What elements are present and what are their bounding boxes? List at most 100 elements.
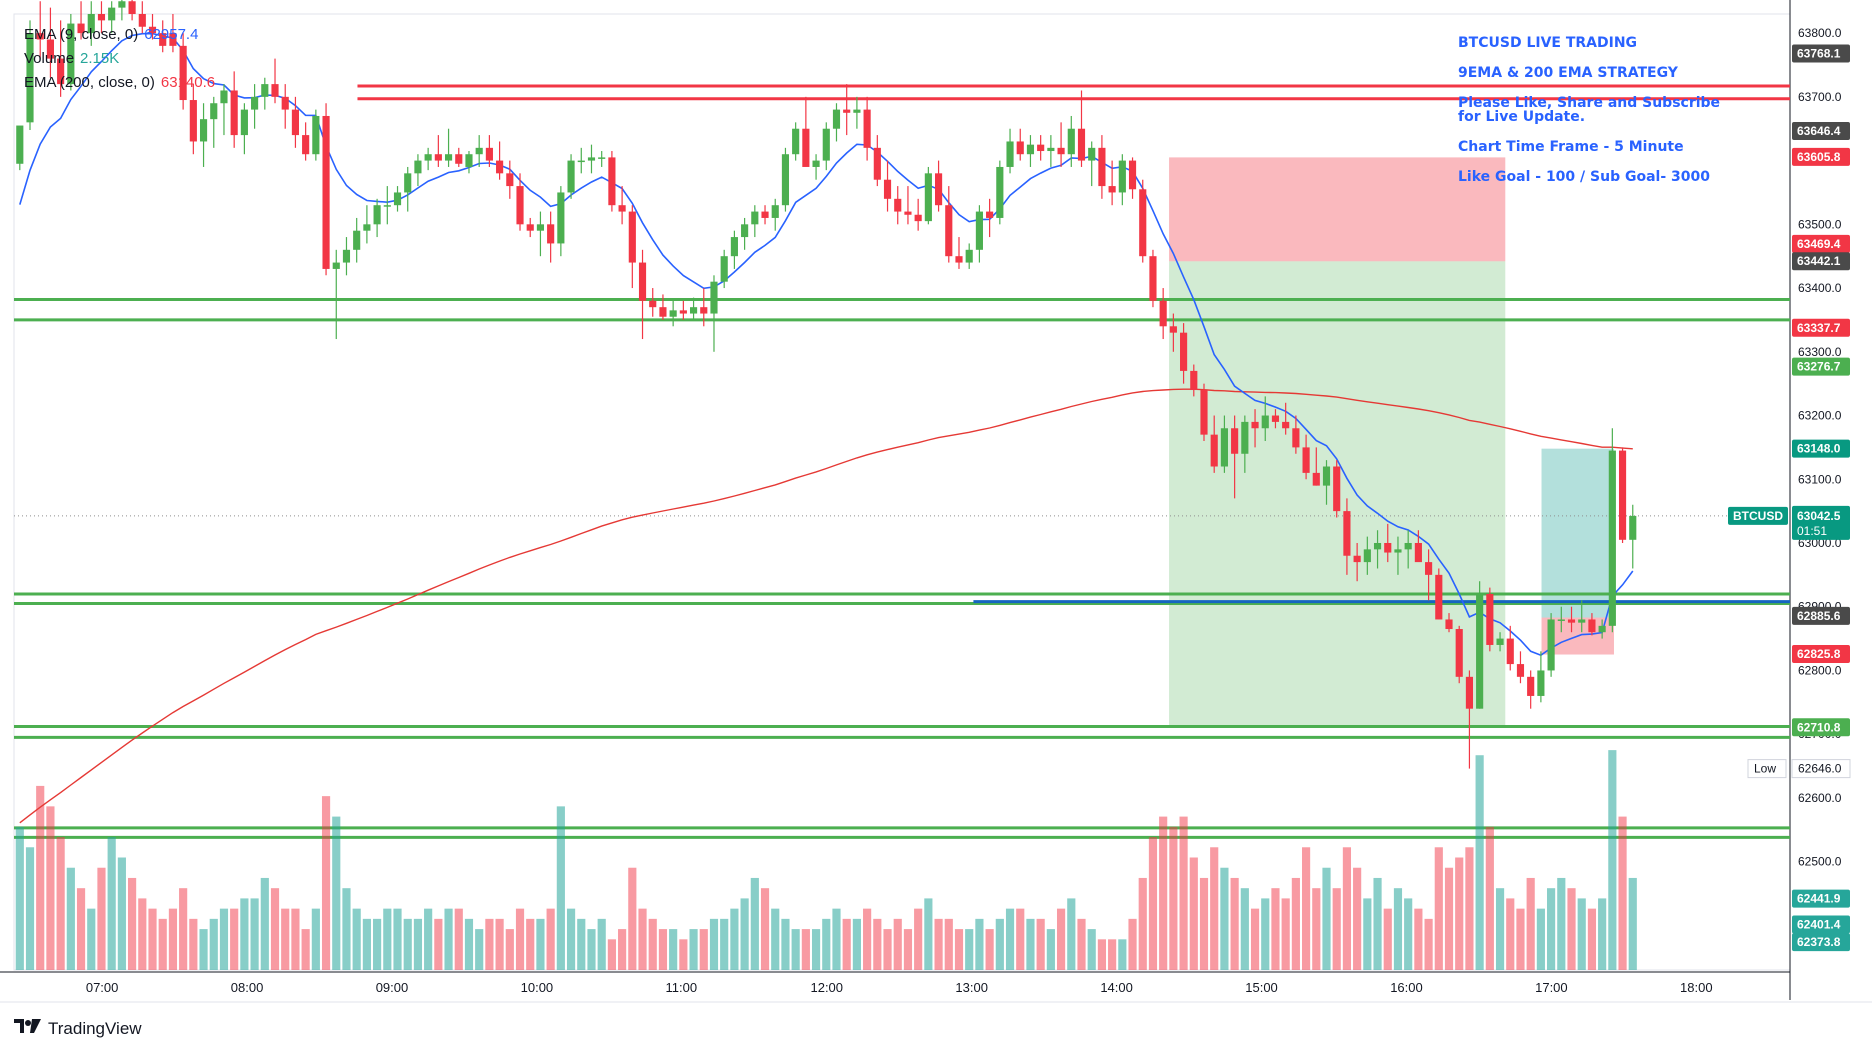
volume-bar [1383, 908, 1392, 970]
candle-body [1057, 147, 1065, 155]
candle-body [271, 84, 279, 97]
candle-body [1547, 619, 1555, 671]
candle-body [251, 96, 259, 110]
candle-body [1445, 619, 1453, 630]
ema200-legend[interactable]: EMA (200, close, 0) 63140.6 [24, 74, 215, 91]
volume-bar [903, 929, 913, 970]
volume-bar [1240, 888, 1249, 970]
volume-bar [342, 888, 351, 970]
volume-bar [1465, 847, 1474, 970]
price-tick-label: 63500.0 [1798, 217, 1842, 231]
volume-bar [1250, 908, 1260, 970]
brand-name: TradingView [48, 1018, 142, 1038]
price-axis-badge [1792, 147, 1850, 166]
candle-body [46, 39, 54, 59]
volume-bar [1087, 929, 1096, 970]
notes-cta-line2: for Live Update. [1458, 109, 1586, 125]
volume-bar [1189, 857, 1198, 970]
volume-bar [924, 898, 933, 970]
candle-body [302, 135, 310, 155]
volume-bar [1169, 826, 1178, 970]
ema200-legend-label: EMA (200, close, 0) [24, 74, 155, 91]
candle-body [914, 214, 922, 222]
volume-bar [1067, 898, 1076, 970]
volume-bar [1455, 857, 1464, 970]
candle-body [547, 224, 555, 244]
volume-bar [46, 806, 55, 970]
volume-bar [444, 908, 453, 970]
ema9-legend-value: 62957.4 [144, 26, 199, 43]
candle-body [1527, 676, 1535, 696]
candle-body [1598, 625, 1606, 633]
ema9-legend[interactable]: EMA (9, close, 0) 62957.4 [24, 26, 198, 43]
current-price-badge [1792, 505, 1850, 540]
volume-bar [1056, 908, 1066, 970]
volume-bar [944, 918, 953, 970]
candle-body [1578, 619, 1586, 623]
time-tick-label: 14:00 [1100, 980, 1133, 995]
volume-bar [230, 908, 239, 970]
candle-body [353, 230, 361, 250]
candle-body [700, 307, 708, 314]
time-tick-label: 16:00 [1390, 980, 1423, 995]
volume-bar [1016, 908, 1025, 970]
volume-bar [1046, 929, 1055, 970]
position-stop-zone [1169, 157, 1506, 262]
candle-body [628, 211, 636, 263]
volume-bar [373, 918, 382, 970]
volume-bar [362, 918, 371, 970]
volume-bar [730, 908, 739, 970]
volume-bar [260, 877, 269, 970]
volume-bar [1179, 816, 1188, 970]
volume-bar [771, 908, 780, 970]
candle-body [792, 128, 800, 155]
price-axis-badge-label: 62885.6 [1797, 609, 1841, 623]
tradingview-logo-icon [14, 1018, 42, 1039]
volume-bar [1281, 898, 1290, 970]
volume-bar [76, 888, 86, 970]
volume-bar [822, 918, 831, 970]
volume-bar [454, 908, 463, 970]
candle-body [1363, 549, 1371, 563]
candle-body [832, 109, 841, 129]
volume-bar [1128, 918, 1137, 970]
candle-body [986, 211, 994, 218]
volume-bar [1414, 908, 1423, 970]
candle-body [128, 1, 136, 15]
candle-body [812, 160, 820, 167]
candle-body [1047, 147, 1055, 152]
candle-body [434, 154, 442, 161]
volume-bar [1506, 898, 1515, 970]
time-tick-label: 10:00 [521, 980, 554, 995]
candle-body [414, 160, 422, 174]
candle-body [853, 109, 861, 113]
candle-body [1261, 415, 1269, 429]
price-axis-badge [1792, 318, 1850, 337]
volume-bar [1547, 888, 1556, 970]
candle-body [1037, 144, 1045, 152]
candle-body [118, 1, 126, 8]
time-tick-label: 09:00 [376, 980, 409, 995]
candle-body [199, 119, 208, 142]
candle-body [567, 160, 575, 193]
volume-bar [158, 918, 167, 970]
volume-bar [138, 898, 147, 970]
volume-bar [495, 918, 504, 970]
candle-body [475, 147, 483, 155]
volume-bar [1118, 939, 1127, 970]
candle-body [1169, 326, 1177, 333]
volume-legend[interactable]: Volume 2.15K [24, 50, 119, 67]
volume-bar [1138, 877, 1147, 970]
price-axis-badge-label: 63148.0 [1797, 442, 1841, 456]
volume-bar [383, 908, 392, 970]
brand[interactable]: TradingView [14, 1018, 142, 1039]
volume-bar [485, 918, 494, 970]
volume-bar [699, 929, 708, 970]
candle-body [955, 256, 963, 263]
volume-bar [587, 929, 596, 970]
volume-bar [1567, 888, 1576, 970]
price-axis-badge-label: 62401.4 [1797, 917, 1841, 931]
price-axis-badge [1792, 439, 1850, 458]
ema200-legend-value: 63140.6 [160, 74, 216, 91]
